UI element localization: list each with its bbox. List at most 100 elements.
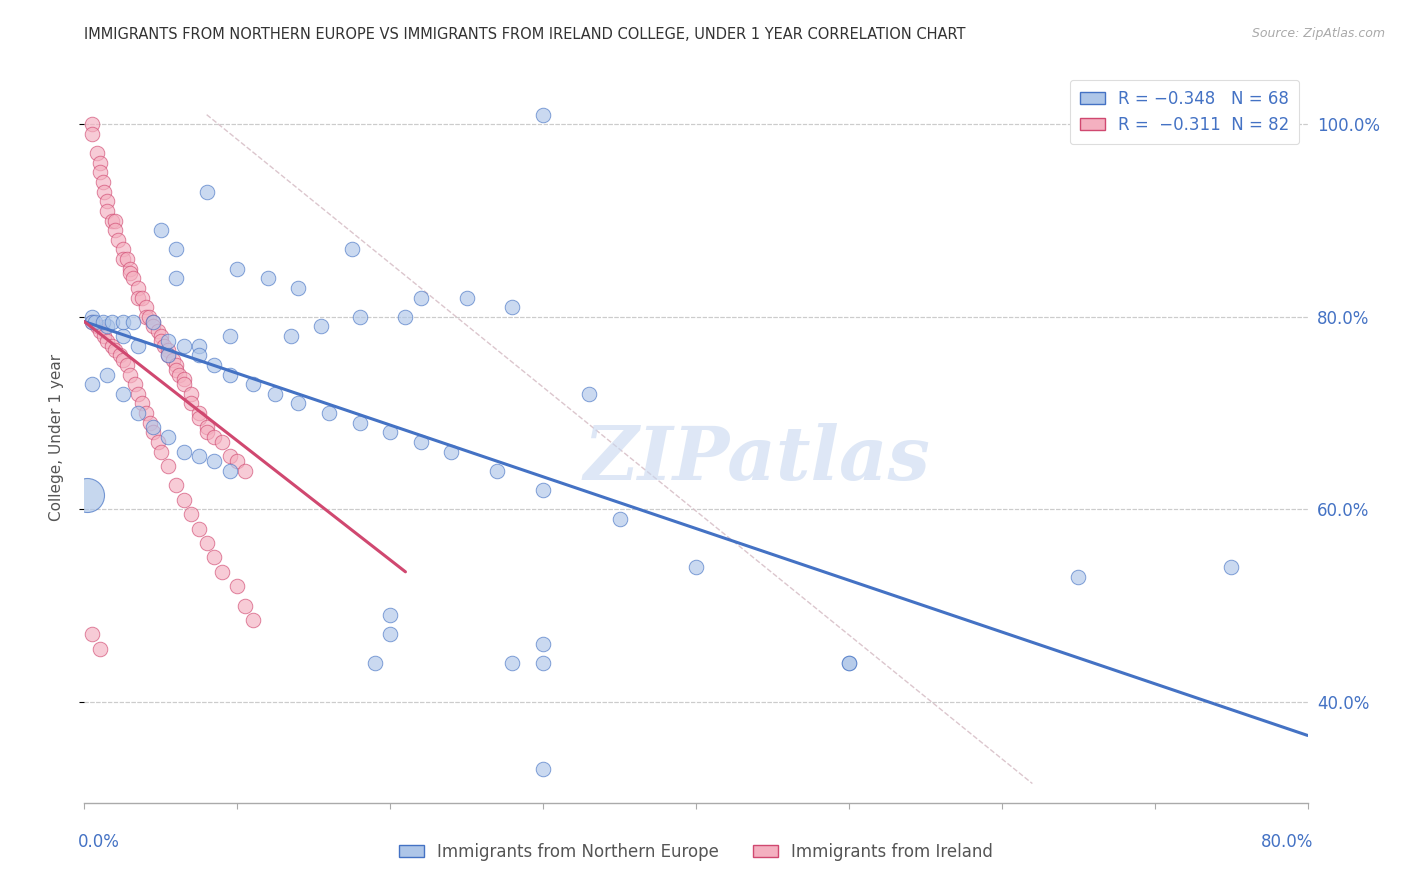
Point	[173, 372, 195, 386]
Point	[380, 425, 402, 440]
Point	[211, 434, 233, 449]
Point	[1220, 560, 1243, 574]
Point	[124, 377, 146, 392]
Point	[111, 329, 134, 343]
Point	[340, 243, 363, 257]
Point	[104, 213, 127, 227]
Point	[93, 329, 115, 343]
Point	[257, 271, 280, 285]
Point	[242, 613, 264, 627]
Text: 0.0%: 0.0%	[79, 833, 120, 851]
Point	[80, 377, 103, 392]
Point	[173, 338, 195, 352]
Point	[80, 127, 103, 141]
Point	[280, 329, 302, 343]
Point	[1067, 569, 1090, 583]
Point	[218, 450, 240, 464]
Point	[96, 334, 118, 348]
Point	[226, 261, 249, 276]
Point	[218, 329, 240, 343]
Point	[218, 464, 240, 478]
Point	[202, 454, 225, 468]
Point	[165, 362, 187, 376]
Point	[195, 425, 218, 440]
Point	[349, 310, 371, 324]
Point	[180, 396, 202, 410]
Point	[287, 281, 309, 295]
Point	[120, 368, 142, 382]
Point	[149, 223, 172, 237]
Point	[86, 146, 108, 161]
Point	[104, 343, 127, 358]
Point	[111, 386, 134, 401]
Point	[195, 185, 218, 199]
Point	[127, 291, 149, 305]
Point	[107, 233, 129, 247]
Point	[149, 334, 172, 348]
Point	[226, 454, 249, 468]
Point	[502, 657, 524, 671]
Point	[226, 579, 249, 593]
Point	[135, 310, 157, 324]
Point	[96, 368, 118, 382]
Point	[188, 406, 211, 420]
Point	[153, 338, 176, 352]
Point	[188, 521, 211, 535]
Point	[101, 315, 124, 329]
Point	[486, 464, 509, 478]
Point	[86, 319, 108, 334]
Point	[157, 334, 180, 348]
Point	[409, 291, 432, 305]
Point	[531, 483, 554, 497]
Point	[165, 271, 187, 285]
Point	[80, 315, 103, 329]
Point	[138, 310, 160, 324]
Point	[157, 430, 180, 444]
Point	[131, 396, 153, 410]
Point	[157, 348, 180, 362]
Point	[180, 386, 202, 401]
Point	[165, 243, 187, 257]
Point	[531, 108, 554, 122]
Point	[135, 300, 157, 314]
Point	[104, 223, 127, 237]
Point	[89, 165, 111, 179]
Point	[142, 315, 165, 329]
Point	[142, 425, 165, 440]
Point	[96, 194, 118, 209]
Point	[188, 450, 211, 464]
Point	[149, 444, 172, 458]
Point	[80, 117, 103, 131]
Point	[157, 348, 180, 362]
Point	[142, 420, 165, 434]
Text: Source: ZipAtlas.com: Source: ZipAtlas.com	[1251, 27, 1385, 40]
Point	[202, 430, 225, 444]
Point	[89, 324, 111, 338]
Point	[80, 310, 103, 324]
Point	[531, 762, 554, 776]
Point	[409, 434, 432, 449]
Point	[531, 637, 554, 651]
Point	[115, 252, 138, 266]
Point	[502, 300, 524, 314]
Point	[195, 536, 218, 550]
Point	[531, 657, 554, 671]
Point	[167, 368, 190, 382]
Point	[202, 358, 225, 372]
Point	[188, 338, 211, 352]
Point	[311, 319, 333, 334]
Point	[89, 155, 111, 169]
Point	[149, 329, 172, 343]
Point	[115, 358, 138, 372]
Point	[101, 213, 124, 227]
Point	[157, 343, 180, 358]
Point	[195, 420, 218, 434]
Point	[318, 406, 340, 420]
Point	[127, 406, 149, 420]
Y-axis label: College, Under 1 year: College, Under 1 year	[49, 353, 63, 521]
Point	[173, 444, 195, 458]
Point	[120, 267, 142, 281]
Point	[91, 315, 114, 329]
Point	[173, 377, 195, 392]
Point	[380, 608, 402, 623]
